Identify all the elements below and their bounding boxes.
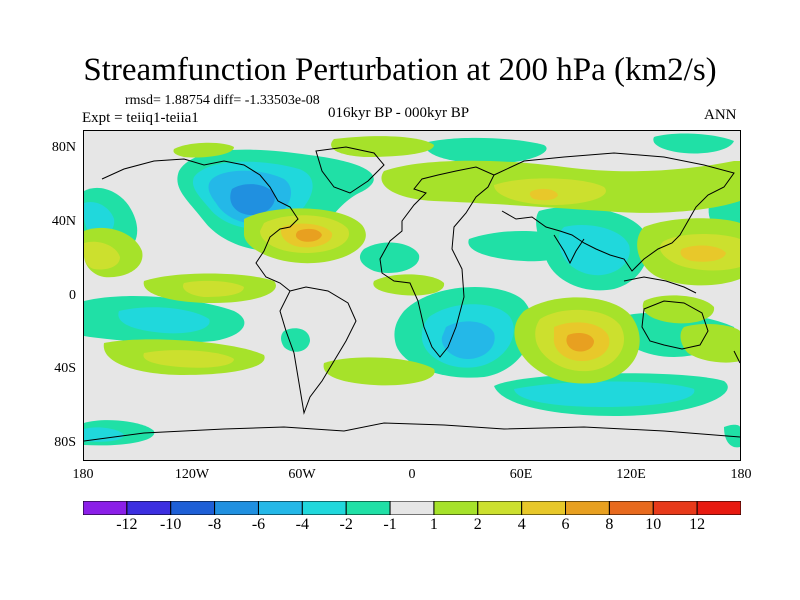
lat-label-eq: 0 (69, 288, 76, 303)
colorbar-swatch (477, 501, 523, 515)
colorbar (83, 501, 741, 515)
lon-label-120e: 120E (616, 467, 646, 482)
coastlines (84, 146, 740, 442)
lat-label-40n: 40N (51, 214, 76, 229)
experiment-label: Expt = teiiq1-teiia1 (82, 110, 199, 126)
colorbar-swatch (345, 501, 391, 515)
colorbar-swatch (126, 501, 172, 515)
lon-label-0: 0 (408, 467, 416, 482)
period-label: 016kyr BP - 000kyr BP (328, 105, 470, 121)
colorbar-label: -8 (207, 516, 222, 533)
colorbar-label: -2 (339, 516, 353, 533)
lon-label-180e: 180 (730, 467, 752, 482)
lat-label-80n: 80N (51, 140, 76, 155)
colorbar-swatch (608, 501, 654, 515)
colorbar-label: 4 (517, 516, 526, 533)
lon-label-60e: 60E (509, 467, 533, 482)
colorbar-swatch (389, 501, 435, 515)
lon-label-60w: 60W (288, 467, 316, 482)
colorbar-swatch (696, 501, 741, 515)
colorbar-label: 6 (561, 516, 570, 533)
colorbar-label: -10 (160, 516, 182, 533)
colorbar-swatch (433, 501, 479, 515)
colorbar-swatch (301, 501, 347, 515)
season-label: ANN (704, 107, 737, 123)
colorbar-swatch (521, 501, 567, 515)
positive-anomalies (84, 136, 740, 386)
lat-label-40s: 40S (54, 361, 76, 376)
colorbar-swatch (257, 501, 303, 515)
lon-label-120w: 120W (174, 467, 210, 482)
colorbar-swatch (170, 501, 216, 515)
colorbar-label: -4 (295, 516, 309, 533)
colorbar-swatch (214, 501, 259, 515)
colorbar-label: 2 (473, 516, 482, 533)
colorbar-label: 12 (689, 516, 706, 533)
colorbar-label: 1 (429, 516, 438, 533)
colorbar-label: -6 (251, 516, 266, 533)
map-panel (83, 130, 741, 461)
lon-label-180w: 180 (72, 467, 94, 482)
colorbar-label: -12 (116, 516, 138, 533)
colorbar-swatch (565, 501, 610, 515)
streamfunction-field (84, 131, 740, 460)
lat-label-80s: 80S (54, 435, 76, 450)
colorbar-swatch (652, 501, 698, 515)
colorbar-label: 10 (645, 516, 662, 533)
stats-line: rmsd= 1.88754 diff= -1.33503e-08 (125, 93, 320, 108)
map-title: Streamfunction Perturbation at 200 hPa (… (83, 52, 717, 88)
colorbar-label: 8 (605, 516, 614, 533)
colorbar-label: -1 (383, 516, 397, 533)
colorbar-swatch (83, 501, 128, 515)
